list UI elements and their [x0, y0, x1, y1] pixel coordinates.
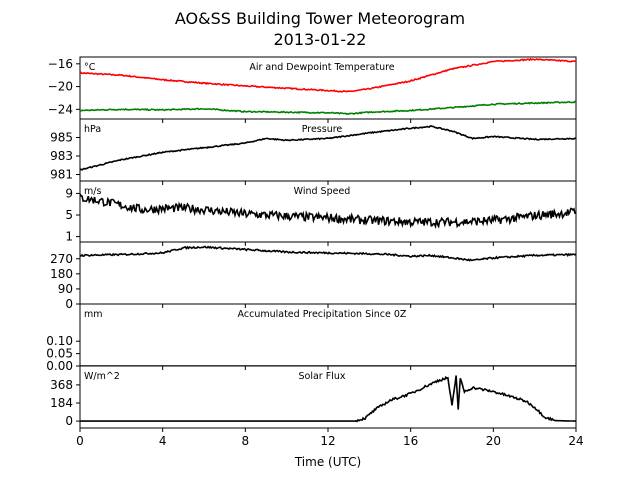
series-line-5-0: [80, 375, 576, 423]
y-tick-label: 0: [65, 297, 73, 311]
y-tick-label: 981: [50, 168, 73, 182]
panel-unit-label: mm: [84, 309, 103, 320]
panel-title: Accumulated Precipitation Since 0Z: [238, 309, 407, 320]
panel-frame: [79, 241, 577, 305]
figure-title: AO&SS Building Tower Meteorogram: [175, 9, 465, 28]
series-line-2-0: [80, 193, 576, 230]
y-tick-label: 0: [65, 414, 73, 428]
y-tick-label: 9: [65, 186, 73, 200]
series-line-1-0: [80, 125, 576, 171]
series-line-0-0: [80, 57, 576, 93]
panel-title: Solar Flux: [299, 371, 346, 382]
y-tick-label: 180: [50, 267, 73, 281]
y-tick-label: 368: [50, 378, 73, 392]
panel-title: Wind Speed: [294, 186, 351, 197]
panel-unit-label: W/m^2: [84, 371, 120, 382]
y-tick-label: 0.10: [46, 334, 73, 348]
panels-group: −24 −20 −16 °C Air and Dewpoint Temperature 9…: [46, 56, 584, 448]
x-tick-label: 4: [159, 434, 167, 448]
y-tick-label: −16: [48, 57, 73, 71]
y-tick-label: 0.05: [46, 347, 73, 361]
y-tick-label: −24: [48, 102, 73, 116]
series-line-0-1: [80, 100, 576, 115]
y-tick-label: 0.00: [46, 359, 73, 373]
x-axis-label: Time (UTC): [294, 455, 361, 469]
figure-subtitle: 2013-01-22: [274, 30, 367, 49]
panel-unit-label: m/s: [84, 186, 101, 197]
y-tick-label: 270: [50, 252, 73, 266]
x-tick-label: 12: [320, 434, 335, 448]
y-tick-label: 5: [65, 208, 73, 222]
panel-unit-label: hPa: [84, 124, 101, 135]
panel-title: Air and Dewpoint Temperature: [249, 62, 394, 73]
y-tick-label: 90: [58, 282, 73, 296]
x-tick-label: 8: [242, 434, 250, 448]
series-line-3-0: [80, 245, 576, 262]
x-tick-label: 16: [403, 434, 418, 448]
y-tick-label: 983: [50, 149, 73, 163]
panel-unit-label: °C: [84, 62, 96, 73]
x-tick-label: 0: [76, 434, 84, 448]
y-tick-label: 184: [50, 396, 73, 410]
panel-title: Pressure: [302, 124, 343, 135]
x-tick-label: 20: [486, 434, 501, 448]
x-tick-label: 24: [568, 434, 583, 448]
y-tick-label: 985: [50, 131, 73, 145]
y-tick-label: 1: [65, 230, 73, 244]
y-tick-label: −20: [48, 80, 73, 94]
